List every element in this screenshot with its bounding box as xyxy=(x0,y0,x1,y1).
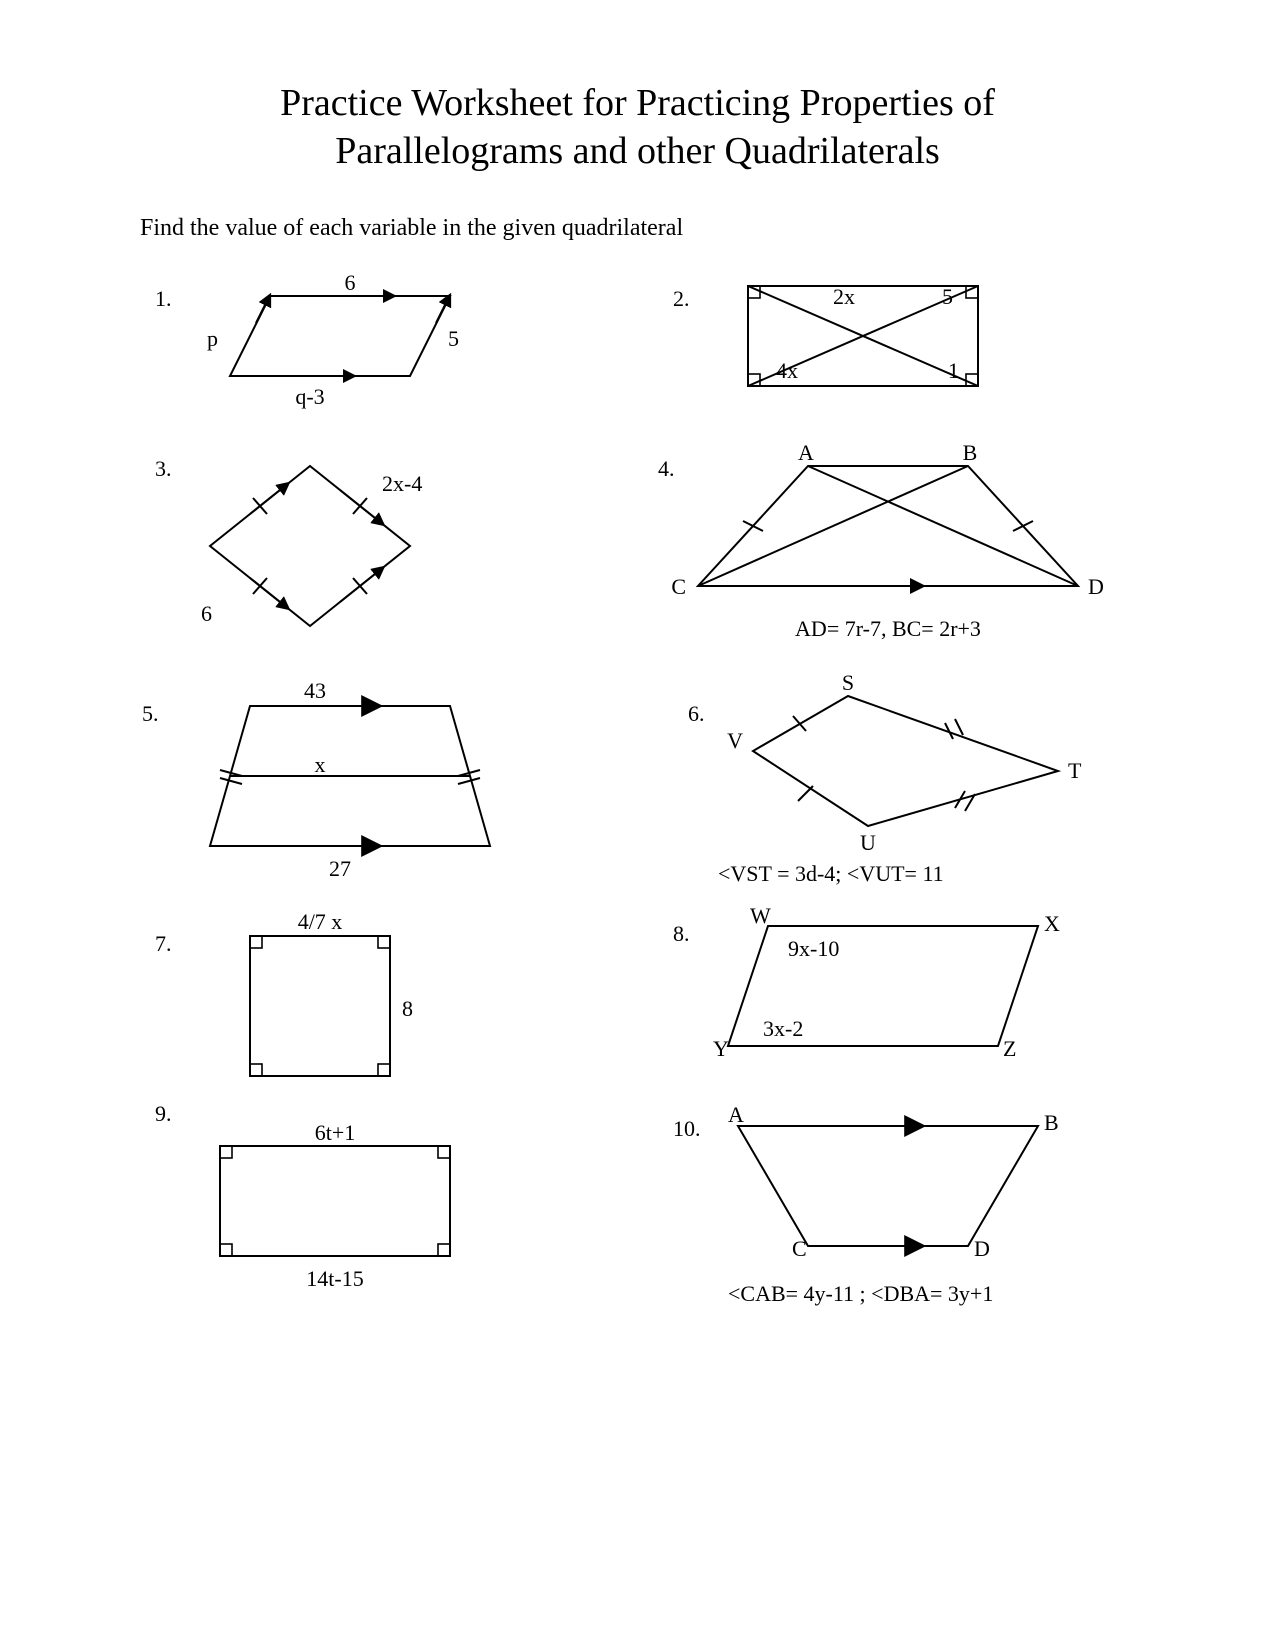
vertex-X: X xyxy=(1044,911,1060,936)
label-top-interior: 9x-10 xyxy=(788,936,839,961)
label-num: 10. xyxy=(673,1116,701,1141)
vertex-U: U xyxy=(860,830,876,855)
label-right: 2x-4 xyxy=(382,471,422,496)
label-num: 1. xyxy=(155,286,172,311)
vertex-T: T xyxy=(1068,758,1082,783)
diagram-isoc-trapezoid-diagonals: 4. A B C D AD= 7r-7, BC= 2r+3 xyxy=(658,436,1118,666)
problem-grid: 1. 6 p 5 q-3 2. 2x 5 4x 1 xyxy=(140,266,1135,1316)
vertex-D: D xyxy=(1088,574,1104,599)
vertex-V: V xyxy=(727,728,743,753)
problem-6: 6. S V T U <VST = 3d-4; <VUT= 11 xyxy=(658,666,1136,896)
problem-1: 1. 6 p 5 q-3 xyxy=(140,266,618,436)
label-tr: 5 xyxy=(942,284,953,309)
label-num: 5. xyxy=(142,701,159,726)
vertex-W: W xyxy=(750,903,771,928)
problem-5: 5. 43 x 27 xyxy=(140,666,618,896)
title-line-1: Practice Worksheet for Practicing Proper… xyxy=(280,82,995,124)
diagram-rectangle-diagonals: 2. 2x 5 4x 1 xyxy=(658,266,1078,416)
diagram-trapezoid: 10. A B C D <CAB= 4y-11 ; <DBA= 3y+1 xyxy=(658,1096,1118,1316)
label-mid: x xyxy=(315,752,326,777)
label-bot-interior: 3x-2 xyxy=(763,1016,803,1041)
label-bottom: 27 xyxy=(329,856,351,881)
vertex-B: B xyxy=(962,440,977,465)
vertex-C: C xyxy=(671,574,686,599)
label-br: 1 xyxy=(948,358,959,383)
vertex-A: A xyxy=(728,1102,744,1127)
page-title: Practice Worksheet for Practicing Proper… xyxy=(140,80,1135,175)
diagram-rhombus: 3. 2x-4 6 xyxy=(140,436,560,656)
caption: <CAB= 4y-11 ; <DBA= 3y+1 xyxy=(728,1281,993,1306)
label-num: 9. xyxy=(155,1101,172,1126)
vertex-B: B xyxy=(1044,1110,1059,1135)
diagram-parallelogram-angles: 8. W X Y Z 9x-10 3x-2 xyxy=(658,896,1118,1076)
diagram-kite: 6. S V T U <VST = 3d-4; <VUT= 11 xyxy=(658,666,1118,896)
vertex-Y: Y xyxy=(713,1036,729,1061)
title-line-2: Parallelograms and other Quadrilaterals xyxy=(335,130,940,172)
problem-8: 8. W X Y Z 9x-10 3x-2 xyxy=(658,896,1136,1096)
problem-2: 2. 2x 5 4x 1 xyxy=(658,266,1136,436)
label-num: 8. xyxy=(673,921,690,946)
diagram-rectangle: 9. 6t+1 14t-15 xyxy=(140,1096,560,1306)
label-top: 4/7 x xyxy=(298,909,343,934)
vertex-C: C xyxy=(792,1236,807,1261)
label-left: p xyxy=(207,326,218,351)
label-left: 6 xyxy=(201,601,212,626)
diagram-parallelogram: 1. 6 p 5 q-3 xyxy=(140,266,560,436)
label-num: 2. xyxy=(673,286,690,311)
problem-4: 4. A B C D AD= 7r-7, BC= 2r+3 xyxy=(658,436,1136,666)
problem-10: 10. A B C D <CAB= 4y-11 ; <DBA= 3y+1 xyxy=(658,1096,1136,1316)
label-tl: 2x xyxy=(833,284,855,309)
label-bl: 4x xyxy=(776,358,798,383)
vertex-D: D xyxy=(974,1236,990,1261)
label-top: 43 xyxy=(304,678,326,703)
diagram-trapezoid-midsegment: 5. 43 x 27 xyxy=(140,666,560,896)
label-right: 8 xyxy=(402,996,413,1021)
vertex-A: A xyxy=(798,440,814,465)
problem-3: 3. 2x-4 6 xyxy=(140,436,618,666)
caption: <VST = 3d-4; <VUT= 11 xyxy=(718,861,944,886)
label-bottom: q-3 xyxy=(295,384,324,409)
label-num: 6. xyxy=(688,701,705,726)
caption: AD= 7r-7, BC= 2r+3 xyxy=(795,616,981,641)
label-num: 4. xyxy=(658,456,675,481)
label-bottom: 14t-15 xyxy=(306,1266,363,1291)
problem-7: 7. 4/7 x 8 xyxy=(140,896,618,1096)
vertex-Z: Z xyxy=(1003,1036,1016,1061)
label-num: 3. xyxy=(155,456,172,481)
vertex-S: S xyxy=(841,670,853,695)
label-top: 6t+1 xyxy=(315,1120,356,1145)
problem-9: 9. 6t+1 14t-15 xyxy=(140,1096,618,1316)
label-right: 5 xyxy=(448,326,459,351)
label-top: 6 xyxy=(345,270,356,295)
label-num: 7. xyxy=(155,931,172,956)
instruction-text: Find the value of each variable in the g… xyxy=(140,215,1135,242)
diagram-square: 7. 4/7 x 8 xyxy=(140,896,560,1096)
